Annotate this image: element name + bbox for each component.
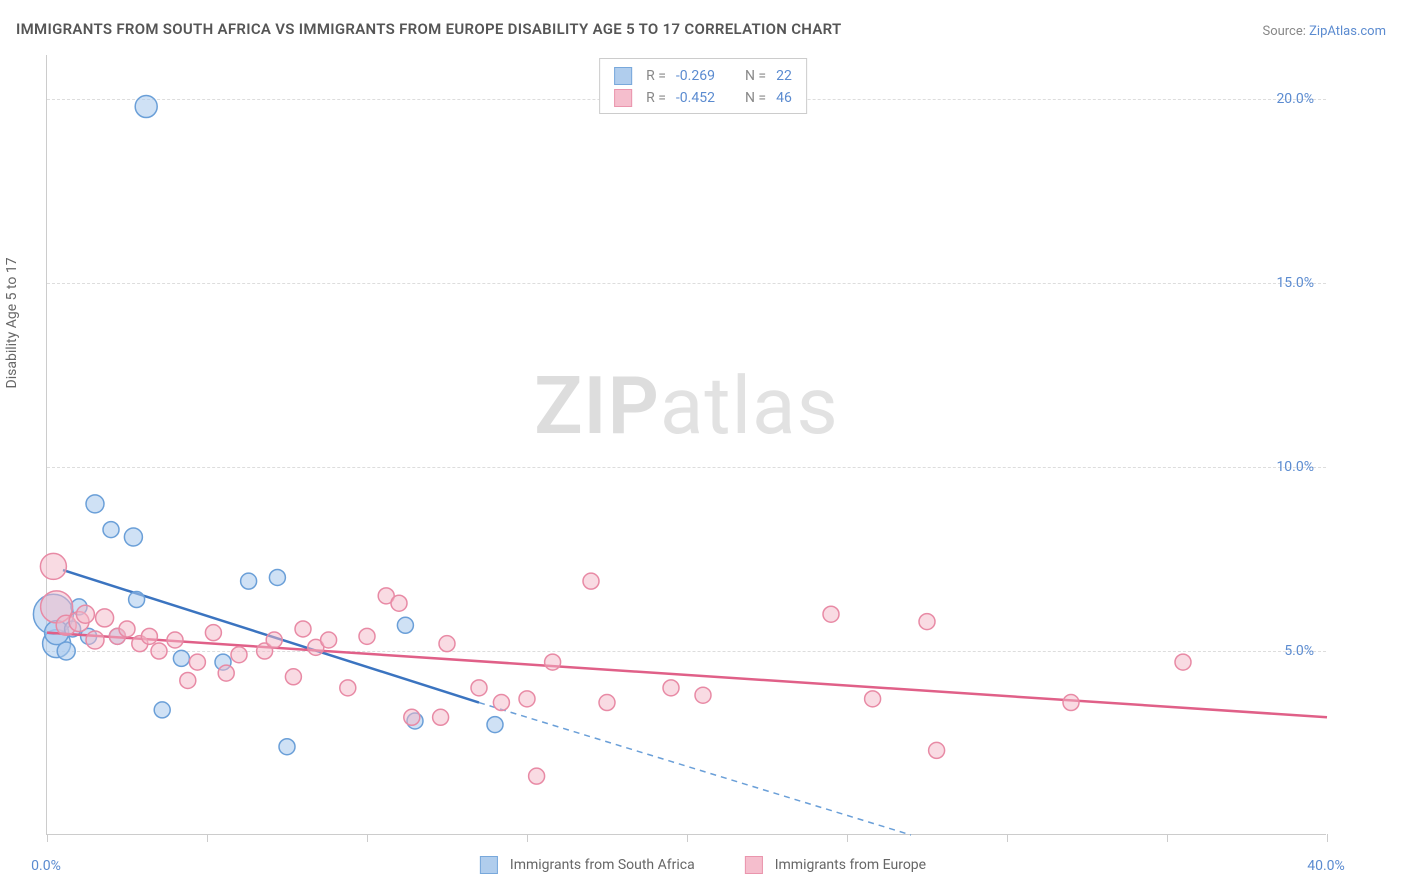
legend-item-south_africa: Immigrants from South Africa — [480, 856, 695, 874]
swatch-south_africa — [614, 67, 632, 85]
data-point-europe — [340, 680, 356, 696]
data-point-europe — [823, 606, 839, 622]
legend-swatch-europe — [745, 856, 763, 874]
data-point-europe — [231, 647, 247, 663]
swatch-europe — [614, 89, 632, 107]
data-point-south_africa — [487, 717, 503, 733]
data-point-south_africa — [57, 642, 75, 660]
x-tick — [1167, 834, 1168, 842]
n-value-europe: 46 — [776, 87, 792, 109]
data-point-europe — [919, 614, 935, 630]
legend-label-europe: Immigrants from Europe — [775, 857, 926, 873]
data-point-europe — [119, 621, 135, 637]
data-point-europe — [599, 695, 615, 711]
data-point-south_africa — [397, 617, 413, 633]
x-tick-label: 40.0% — [1307, 858, 1345, 874]
data-point-europe — [321, 632, 337, 648]
data-point-south_africa — [129, 592, 145, 608]
data-point-south_africa — [103, 522, 119, 538]
y-axis-label: Disability Age 5 to 17 — [4, 257, 20, 388]
data-point-europe — [471, 680, 487, 696]
data-point-south_africa — [173, 650, 189, 666]
data-point-europe — [439, 636, 455, 652]
x-tick — [367, 834, 368, 842]
data-point-europe — [180, 672, 196, 688]
data-point-europe — [167, 632, 183, 648]
x-tick — [207, 834, 208, 842]
data-point-europe — [189, 654, 205, 670]
r-value-europe: -0.452 — [676, 87, 715, 109]
legend-swatch-south_africa — [480, 856, 498, 874]
data-point-europe — [151, 643, 167, 659]
data-point-europe — [433, 709, 449, 725]
data-point-europe — [929, 742, 945, 758]
correlation-row-south_africa: R = -0.269 N = 22 — [614, 65, 792, 87]
x-tick — [47, 834, 48, 842]
source-attribution: Source: ZipAtlas.com — [1262, 24, 1386, 39]
source-link[interactable]: ZipAtlas.com — [1309, 24, 1386, 39]
x-tick — [687, 834, 688, 842]
r-value-south_africa: -0.269 — [676, 65, 715, 87]
r-label: R = — [646, 87, 666, 109]
x-tick — [527, 834, 528, 842]
data-point-europe — [285, 669, 301, 685]
data-point-europe — [266, 632, 282, 648]
data-point-europe — [404, 709, 420, 725]
legend-item-europe: Immigrants from Europe — [745, 856, 926, 874]
data-point-europe — [141, 628, 157, 644]
x-tick — [847, 834, 848, 842]
n-label: N = — [745, 65, 766, 87]
data-point-europe — [218, 665, 234, 681]
data-point-south_africa — [279, 739, 295, 755]
data-point-south_africa — [154, 702, 170, 718]
data-point-europe — [205, 625, 221, 641]
data-point-south_africa — [124, 528, 142, 546]
data-point-europe — [1175, 654, 1191, 670]
data-point-europe — [695, 687, 711, 703]
data-point-europe — [1063, 695, 1079, 711]
data-point-europe — [493, 695, 509, 711]
n-value-south_africa: 22 — [776, 65, 792, 87]
data-point-south_africa — [241, 573, 257, 589]
data-point-europe — [519, 691, 535, 707]
x-tick — [1007, 834, 1008, 842]
source-prefix: Source: — [1262, 24, 1309, 39]
r-label: R = — [646, 65, 666, 87]
correlation-box: R = -0.269 N = 22 R = -0.452 N = 46 — [599, 58, 807, 114]
data-point-europe — [76, 605, 94, 623]
data-point-south_africa — [86, 495, 104, 513]
x-tick-label: 0.0% — [31, 858, 61, 874]
data-point-europe — [86, 631, 104, 649]
chart-svg — [47, 55, 1326, 834]
data-point-europe — [865, 691, 881, 707]
data-point-south_africa — [135, 96, 157, 118]
plot-area: ZIPatlas 5.0%10.0%15.0%20.0% — [46, 55, 1326, 835]
data-point-europe — [583, 573, 599, 589]
correlation-row-europe: R = -0.452 N = 46 — [614, 87, 792, 109]
trend-line-europe — [47, 633, 1327, 718]
data-point-europe — [529, 768, 545, 784]
data-point-europe — [391, 595, 407, 611]
data-point-europe — [295, 621, 311, 637]
data-point-europe — [663, 680, 679, 696]
chart-title: IMMIGRANTS FROM SOUTH AFRICA VS IMMIGRAN… — [16, 20, 842, 38]
data-point-south_africa — [269, 569, 285, 585]
data-point-europe — [359, 628, 375, 644]
n-label: N = — [745, 87, 766, 109]
legend-label-south_africa: Immigrants from South Africa — [510, 857, 695, 873]
data-point-europe — [96, 609, 114, 627]
data-point-europe — [545, 654, 561, 670]
x-tick — [1327, 834, 1328, 842]
data-point-europe — [40, 553, 66, 579]
bottom-legend: Immigrants from South Africa Immigrants f… — [480, 856, 926, 874]
trend-line-dash-south_africa — [479, 703, 911, 835]
